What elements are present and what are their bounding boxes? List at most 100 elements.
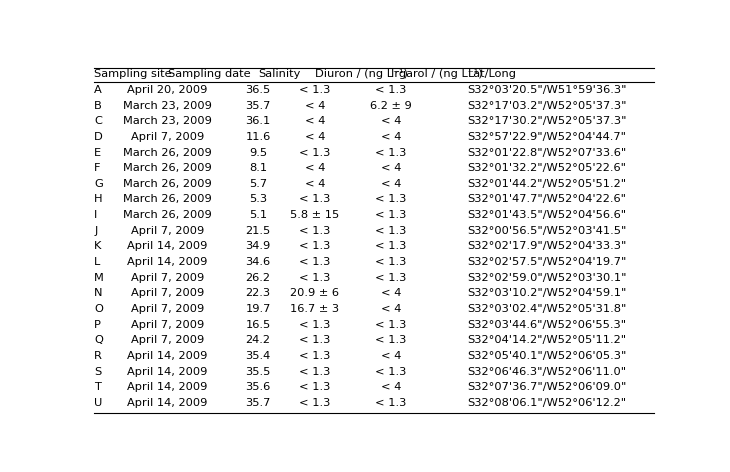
Text: < 4: < 4 (304, 116, 325, 126)
Text: < 1.3: < 1.3 (375, 335, 407, 346)
Text: 16.5: 16.5 (245, 320, 271, 329)
Text: April 7, 2009: April 7, 2009 (131, 226, 204, 236)
Text: Lat/Long: Lat/Long (467, 68, 516, 78)
Text: S32°01'22.8"/W52°07'33.6": S32°01'22.8"/W52°07'33.6" (467, 148, 627, 158)
Text: S32°03'20.5"/W51°59'36.3": S32°03'20.5"/W51°59'36.3" (467, 85, 627, 95)
Text: April 7, 2009: April 7, 2009 (131, 132, 204, 142)
Text: < 1.3: < 1.3 (299, 226, 331, 236)
Text: March 26, 2009: March 26, 2009 (123, 179, 212, 189)
Text: 26.2: 26.2 (246, 273, 271, 283)
Text: 21.5: 21.5 (245, 226, 271, 236)
Text: < 4: < 4 (304, 132, 325, 142)
Text: < 1.3: < 1.3 (299, 320, 331, 329)
Text: Diuron / (ng L⁻¹): Diuron / (ng L⁻¹) (315, 68, 407, 78)
Text: < 1.3: < 1.3 (375, 226, 407, 236)
Text: L: L (94, 257, 100, 267)
Text: < 1.3: < 1.3 (375, 367, 407, 377)
Text: 34.9: 34.9 (245, 242, 271, 252)
Text: S32°02'17.9"/W52°04'33.3": S32°02'17.9"/W52°04'33.3" (467, 242, 627, 252)
Text: J: J (94, 226, 97, 236)
Text: S32°02'57.5"/W52°04'19.7": S32°02'57.5"/W52°04'19.7" (467, 257, 627, 267)
Text: S32°05'40.1"/W52°06'05.3": S32°05'40.1"/W52°06'05.3" (467, 351, 627, 361)
Text: < 1.3: < 1.3 (375, 210, 407, 220)
Text: M: M (94, 273, 104, 283)
Text: S32°01'47.7"/W52°04'22.6": S32°01'47.7"/W52°04'22.6" (467, 194, 626, 204)
Text: < 4: < 4 (381, 382, 402, 392)
Text: 20.9 ± 6: 20.9 ± 6 (291, 288, 339, 298)
Text: 16.7 ± 3: 16.7 ± 3 (290, 304, 339, 314)
Text: April 7, 2009: April 7, 2009 (131, 335, 204, 346)
Text: S32°00'56.5"/W52°03'41.5": S32°00'56.5"/W52°03'41.5" (467, 226, 627, 236)
Text: S: S (94, 367, 101, 377)
Text: S32°02'59.0"/W52°03'30.1": S32°02'59.0"/W52°03'30.1" (467, 273, 627, 283)
Text: < 1.3: < 1.3 (299, 257, 331, 267)
Text: 5.3: 5.3 (249, 194, 267, 204)
Text: < 4: < 4 (381, 351, 402, 361)
Text: March 26, 2009: March 26, 2009 (123, 194, 212, 204)
Text: < 1.3: < 1.3 (299, 335, 331, 346)
Text: March 26, 2009: March 26, 2009 (123, 148, 212, 158)
Text: 35.7: 35.7 (245, 398, 271, 408)
Text: U: U (94, 398, 102, 408)
Text: 35.7: 35.7 (245, 101, 271, 110)
Text: < 1.3: < 1.3 (375, 257, 407, 267)
Text: S32°17'03.2"/W52°05'37.3": S32°17'03.2"/W52°05'37.3" (467, 101, 627, 110)
Text: < 4: < 4 (304, 163, 325, 173)
Text: S32°03'44.6"/W52°06'55.3": S32°03'44.6"/W52°06'55.3" (467, 320, 626, 329)
Text: A: A (94, 85, 101, 95)
Text: April 7, 2009: April 7, 2009 (131, 304, 204, 314)
Text: < 1.3: < 1.3 (375, 242, 407, 252)
Text: < 4: < 4 (304, 179, 325, 189)
Text: March 23, 2009: March 23, 2009 (123, 101, 212, 110)
Text: D: D (94, 132, 103, 142)
Text: < 1.3: < 1.3 (375, 273, 407, 283)
Text: April 7, 2009: April 7, 2009 (131, 288, 204, 298)
Text: < 4: < 4 (381, 132, 402, 142)
Text: F: F (94, 163, 101, 173)
Text: < 1.3: < 1.3 (299, 273, 331, 283)
Text: K: K (94, 242, 101, 252)
Text: < 1.3: < 1.3 (299, 242, 331, 252)
Text: < 1.3: < 1.3 (375, 194, 407, 204)
Text: S32°01'32.2"/W52°05'22.6": S32°01'32.2"/W52°05'22.6" (467, 163, 626, 173)
Text: S32°03'10.2"/W52°04'59.1": S32°03'10.2"/W52°04'59.1" (467, 288, 627, 298)
Text: < 4: < 4 (381, 304, 402, 314)
Text: 24.2: 24.2 (246, 335, 271, 346)
Text: 8.1: 8.1 (249, 163, 267, 173)
Text: P: P (94, 320, 101, 329)
Text: 35.4: 35.4 (245, 351, 271, 361)
Text: 5.8 ± 15: 5.8 ± 15 (290, 210, 339, 220)
Text: B: B (94, 101, 101, 110)
Text: 34.6: 34.6 (245, 257, 271, 267)
Text: April 14, 2009: April 14, 2009 (128, 242, 208, 252)
Text: N: N (94, 288, 103, 298)
Text: T: T (94, 382, 101, 392)
Text: < 1.3: < 1.3 (299, 85, 331, 95)
Text: 6.2 ± 9: 6.2 ± 9 (370, 101, 412, 110)
Text: Irgarol / (ng L⁻¹): Irgarol / (ng L⁻¹) (391, 68, 483, 78)
Text: 5.7: 5.7 (249, 179, 267, 189)
Text: Q: Q (94, 335, 103, 346)
Text: < 1.3: < 1.3 (299, 382, 331, 392)
Text: April 14, 2009: April 14, 2009 (128, 382, 208, 392)
Text: 22.3: 22.3 (245, 288, 271, 298)
Text: < 4: < 4 (381, 163, 402, 173)
Text: 19.7: 19.7 (245, 304, 271, 314)
Text: 9.5: 9.5 (249, 148, 267, 158)
Text: S32°57'22.9"/W52°04'44.7": S32°57'22.9"/W52°04'44.7" (467, 132, 626, 142)
Text: < 4: < 4 (381, 116, 402, 126)
Text: S32°06'46.3"/W52°06'11.0": S32°06'46.3"/W52°06'11.0" (467, 367, 626, 377)
Text: < 1.3: < 1.3 (299, 351, 331, 361)
Text: 36.1: 36.1 (245, 116, 271, 126)
Text: C: C (94, 116, 102, 126)
Text: March 26, 2009: March 26, 2009 (123, 210, 212, 220)
Text: 36.5: 36.5 (245, 85, 271, 95)
Text: April 14, 2009: April 14, 2009 (128, 367, 208, 377)
Text: March 26, 2009: March 26, 2009 (123, 163, 212, 173)
Text: S32°08'06.1"/W52°06'12.2": S32°08'06.1"/W52°06'12.2" (467, 398, 626, 408)
Text: < 4: < 4 (381, 288, 402, 298)
Text: 11.6: 11.6 (245, 132, 271, 142)
Text: April 7, 2009: April 7, 2009 (131, 320, 204, 329)
Text: April 7, 2009: April 7, 2009 (131, 273, 204, 283)
Text: Salinity: Salinity (258, 68, 301, 78)
